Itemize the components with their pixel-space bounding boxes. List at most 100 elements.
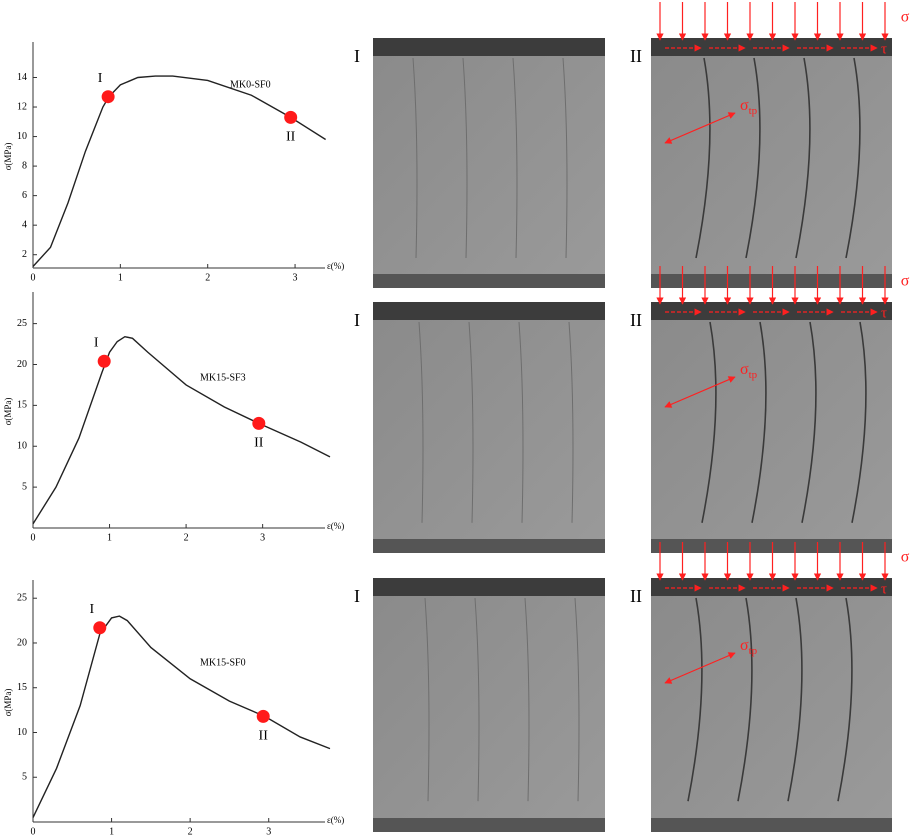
photo-top-plate [651,302,892,320]
photo-bottom-plate [651,539,892,553]
sigma-tp-label: σtp [740,97,758,117]
tension-arrow [664,112,736,144]
sigma-tp-symbol: σ [740,637,749,654]
crack [474,597,480,802]
photo-bottom-plate [373,539,605,553]
photo-top-plate [651,578,892,596]
x-axis-label: ε(%) [327,815,344,825]
photo-bottom-plate [373,274,605,288]
x-axis-label: ε(%) [327,261,344,271]
sigma-tp-label: σtp [740,637,758,657]
x-tick-label: 1 [118,272,123,283]
point-marker [252,416,266,430]
y-axis-label: σ(MPa) [3,689,13,717]
x-tick-label: 3 [293,272,298,283]
crack [424,597,430,802]
x-tick-label: 1 [109,826,114,836]
tension-arrow [664,376,736,408]
y-tick-label: 20 [17,637,27,648]
crack [574,597,580,802]
crack [845,57,861,259]
photo [373,578,605,832]
sigma-tp-symbol: σ [740,97,749,114]
crack [518,321,524,523]
crack [701,321,717,523]
series-label: MK15-SF3 [200,372,246,383]
y-tick-label: 4 [22,219,27,230]
point-label: II [259,729,269,744]
photo-top-plate [373,302,605,320]
point-marker [93,621,107,635]
point-marker [284,110,298,124]
crack [795,57,811,259]
photo-top-plate [373,38,605,56]
x-tick-label: 2 [184,532,189,543]
photo-label: I [354,310,360,330]
y-tick-label: 10 [17,131,27,142]
y-tick-label: 8 [22,160,27,171]
photo [651,302,892,553]
photo-top-plate [373,578,605,596]
sigma-label: σ [901,273,910,290]
crack [837,597,853,802]
crack [524,597,530,802]
photo [651,38,892,288]
tau-label: τ [881,41,887,57]
y-tick-label: 14 [17,72,27,83]
y-tick-label: 5 [22,481,27,492]
line [32,75,327,267]
photo-label: II [630,310,642,330]
x-axis-label: ε(%) [327,521,344,531]
crack [468,321,474,523]
x-tick-label: 2 [188,826,193,836]
photo-bottom-plate [651,818,892,832]
crack [412,57,418,259]
crack [512,57,518,259]
sigma-tp-subscript: tp [749,369,758,381]
photo-label: I [354,46,360,66]
photo-bottom-plate [373,818,605,832]
point-label: I [94,335,99,350]
photo-top-plate [651,38,892,56]
sigma-tp-subscript: tp [749,645,758,657]
point-label: II [254,436,264,451]
crack [462,57,468,259]
point-marker [101,90,115,104]
sigma-tp-subscript: tp [749,105,758,117]
tau-label: τ [881,581,887,597]
y-tick-label: 10 [17,441,27,452]
x-tick-label: 0 [31,532,36,543]
x-tick-label: 0 [31,272,36,283]
photo-label: II [630,586,642,606]
line [32,615,331,818]
y-tick-label: 5 [22,772,27,783]
x-tick-label: 0 [31,826,36,836]
x-tick-label: 3 [266,826,271,836]
point-label: I [89,602,94,617]
crack [801,321,817,523]
crack [687,597,703,802]
point-marker [97,354,111,368]
y-tick-label: 20 [17,359,27,370]
y-tick-label: 12 [17,101,27,112]
series-label: MK0-SF0 [230,79,271,90]
photo [651,578,892,832]
crack [737,597,753,802]
crack [787,597,803,802]
sigma-label: σ [901,9,910,26]
y-tick-label: 25 [17,318,27,329]
point-label: I [98,71,103,86]
point-label: II [286,130,296,145]
sigma-tp-label: σtp [740,361,758,381]
tau-label: τ [881,305,887,321]
crack [418,321,424,523]
y-axis-label: σ(MPa) [3,143,13,171]
x-tick-label: 1 [107,532,112,543]
y-tick-label: 10 [17,727,27,738]
series-label: MK15-SF0 [200,657,246,668]
crack [745,57,761,259]
x-tick-label: 2 [205,272,210,283]
y-tick-label: 2 [22,249,27,260]
y-axis-label: σ(MPa) [3,398,13,426]
